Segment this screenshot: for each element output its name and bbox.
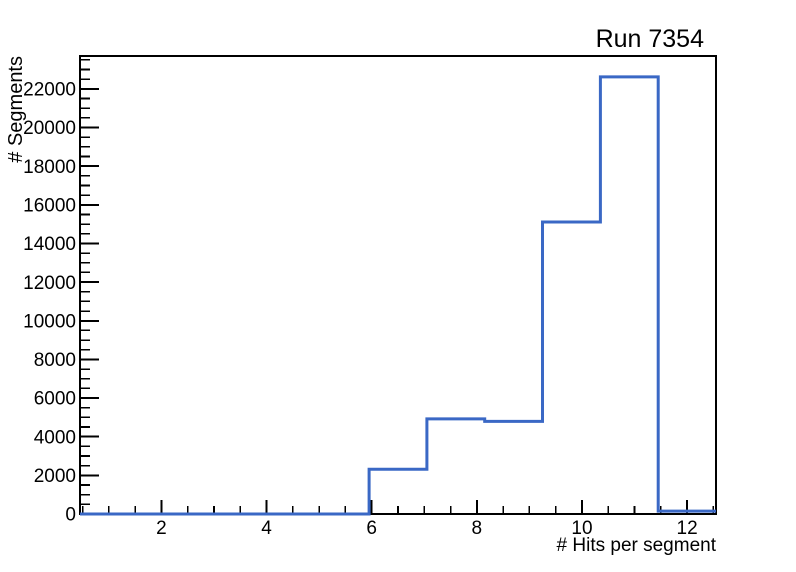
x-tick-label: 4 [261, 518, 272, 539]
y-tick-label: 6000 [34, 389, 76, 410]
y-tick-label: 18000 [23, 157, 76, 178]
x-tick-label: 12 [677, 518, 698, 539]
y-tick-label: 16000 [23, 195, 76, 216]
y-tick-label: 12000 [23, 273, 76, 294]
y-tick-label: 14000 [23, 234, 76, 255]
y-tick-label: 8000 [34, 350, 76, 371]
render-layer: 2 4 6 8 10 12 0 2000 4000 6000 8000 10000 12000 14000… [23, 55, 717, 539]
y-tick-label: 10000 [23, 311, 76, 332]
y-tick-label: 2000 [34, 466, 76, 487]
y-tick-label: 0 [65, 505, 76, 526]
x-tick-label: 10 [571, 518, 592, 539]
x-tick-label: 6 [366, 518, 377, 539]
x-axis-title: # Hits per segment [557, 535, 717, 556]
y-tick-label: 4000 [34, 427, 76, 448]
chart-title: Run 7354 [596, 25, 705, 53]
y-axis-title: # Segments [5, 56, 27, 163]
y-tick-label: 20000 [23, 118, 76, 139]
histogram-line [80, 75, 716, 516]
plot-frame [79, 55, 717, 515]
x-tick-label: 8 [472, 518, 483, 539]
x-tick-label: 2 [156, 518, 167, 539]
y-tick-label: 22000 [23, 80, 76, 101]
